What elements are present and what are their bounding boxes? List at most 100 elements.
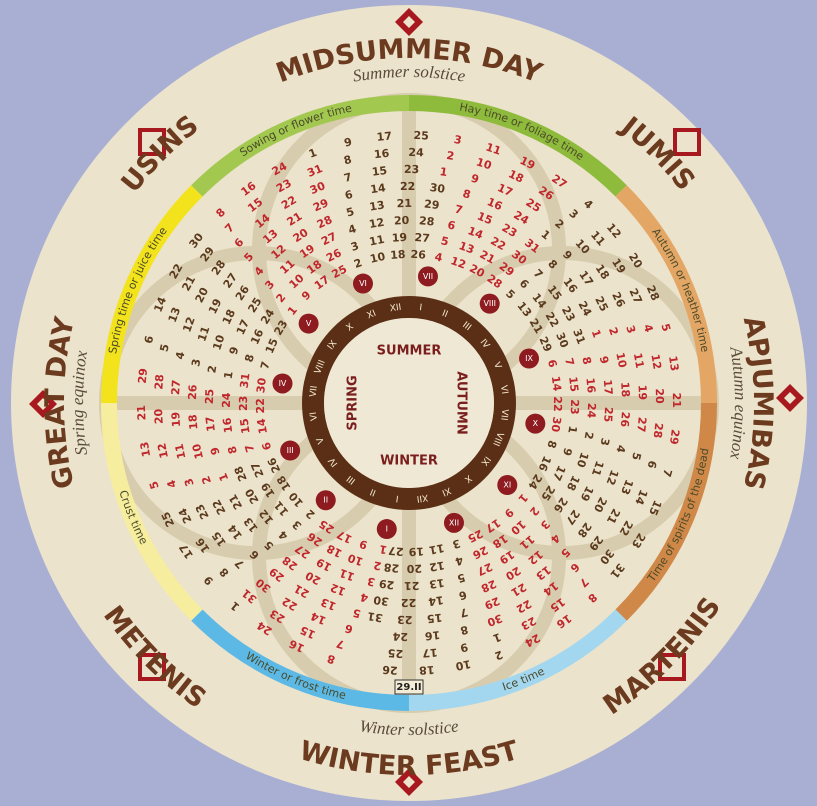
month-numeral: VI <box>359 279 367 288</box>
day-number: 29 <box>423 197 440 212</box>
day-number: 27 <box>414 231 430 245</box>
season-label: SPRING <box>346 375 361 430</box>
day-number: 31 <box>238 372 253 389</box>
month-numeral: VII <box>423 272 433 281</box>
day-number: 14 <box>369 181 386 196</box>
day-number: 24 <box>408 146 424 159</box>
day-number: 16 <box>583 377 597 394</box>
day-number: 25 <box>387 646 403 660</box>
day-number: 12 <box>428 558 445 573</box>
day-number: 21 <box>404 579 420 592</box>
day-number: 20 <box>406 562 422 575</box>
day-number: 25 <box>413 129 429 143</box>
day-number: 29 <box>378 577 395 592</box>
day-number: 25 <box>601 407 615 423</box>
day-number: 29 <box>667 429 682 446</box>
ring-numeral: VII <box>309 385 320 398</box>
day-number: 20 <box>394 214 410 228</box>
day-number: 14 <box>255 417 270 434</box>
day-number: 13 <box>368 198 385 213</box>
day-number: 19 <box>635 385 649 401</box>
season-label: WINTER <box>380 454 438 469</box>
page: {"festivals":[ {"name":"MIDSUMMER DAY","… <box>0 0 817 806</box>
day-number: 28 <box>418 214 435 228</box>
day-number: 26 <box>410 248 426 262</box>
day-number: 18 <box>419 663 435 677</box>
day-number: 22 <box>400 180 415 193</box>
month-numeral: II <box>323 496 328 505</box>
ring-numeral: XII <box>389 303 402 315</box>
day-number: 22 <box>551 396 564 411</box>
day-number: 17 <box>376 129 392 143</box>
day-number: 17 <box>422 646 438 660</box>
day-number: 21 <box>397 197 413 210</box>
day-number: 23 <box>397 613 413 626</box>
month-numeral: V <box>306 319 312 328</box>
day-number: 27 <box>169 379 183 395</box>
day-number: 14 <box>427 593 444 608</box>
day-number: 27 <box>634 416 648 432</box>
day-number: 18 <box>390 248 406 262</box>
day-number: 27 <box>388 544 404 558</box>
day-number: 25 <box>203 389 216 405</box>
day-number: 17 <box>203 416 218 433</box>
day-number: 31 <box>367 609 384 624</box>
day-number: 13 <box>428 576 445 591</box>
day-number: 20 <box>653 388 666 404</box>
day-number: 12 <box>648 353 663 370</box>
leap-day: 29.II <box>396 682 421 693</box>
ring-numeral: VI <box>309 411 320 421</box>
day-number: 16 <box>424 628 441 643</box>
day-number: 24 <box>220 392 233 408</box>
day-number: 22 <box>401 596 416 609</box>
season-label: SUMMER <box>377 344 442 359</box>
day-number: 28 <box>152 374 166 390</box>
ring-numeral: VII <box>498 408 509 421</box>
day-number: 22 <box>254 398 267 414</box>
ring-numeral: VI <box>498 385 509 395</box>
day-number: 24 <box>392 630 408 644</box>
month-numeral: IV <box>279 379 287 388</box>
day-number: 19 <box>408 544 424 558</box>
day-number: 26 <box>186 384 200 400</box>
day-number: 15 <box>371 164 388 179</box>
month-numeral: XI <box>503 480 511 489</box>
day-number: 30 <box>548 416 563 433</box>
month-numeral: VIII <box>483 299 496 308</box>
day-number: 19 <box>391 231 407 245</box>
day-number: 13 <box>138 441 153 458</box>
day-number: 30 <box>372 593 389 608</box>
day-number: 16 <box>220 417 235 434</box>
day-number: 16 <box>373 147 390 162</box>
day-number: 19 <box>169 411 183 427</box>
day-number: 30 <box>254 377 269 394</box>
ring-numeral: XII <box>416 492 429 504</box>
day-number: 30 <box>429 181 446 196</box>
day-number: 12 <box>368 216 385 232</box>
day-number: 21 <box>670 392 683 407</box>
day-number: 15 <box>238 418 253 435</box>
day-number: 28 <box>651 422 666 439</box>
day-number: 23 <box>568 399 581 415</box>
day-number: 17 <box>601 379 615 395</box>
day-number: 23 <box>237 396 250 411</box>
day-number: 26 <box>382 663 399 677</box>
day-number: 14 <box>549 375 564 392</box>
day-number: 28 <box>383 560 400 575</box>
day-number: 24 <box>585 403 599 419</box>
month-numeral: III <box>287 446 294 455</box>
day-number: 18 <box>186 414 200 430</box>
day-number: 15 <box>566 376 581 393</box>
day-number: 20 <box>152 408 166 424</box>
month-numeral: I <box>386 525 388 534</box>
month-numeral: IX <box>525 354 533 363</box>
day-number: 11 <box>631 352 647 369</box>
calendar-wheel: Hay time or foliage timeAutumn or heathe… <box>0 0 817 806</box>
day-number: 23 <box>404 163 419 176</box>
month-numeral: XII <box>449 518 459 527</box>
day-number: 18 <box>618 382 632 398</box>
day-number: 13 <box>666 355 681 372</box>
month-numeral: X <box>533 419 539 428</box>
season-label: AUTUMN <box>454 371 469 434</box>
day-number: 21 <box>135 405 149 421</box>
